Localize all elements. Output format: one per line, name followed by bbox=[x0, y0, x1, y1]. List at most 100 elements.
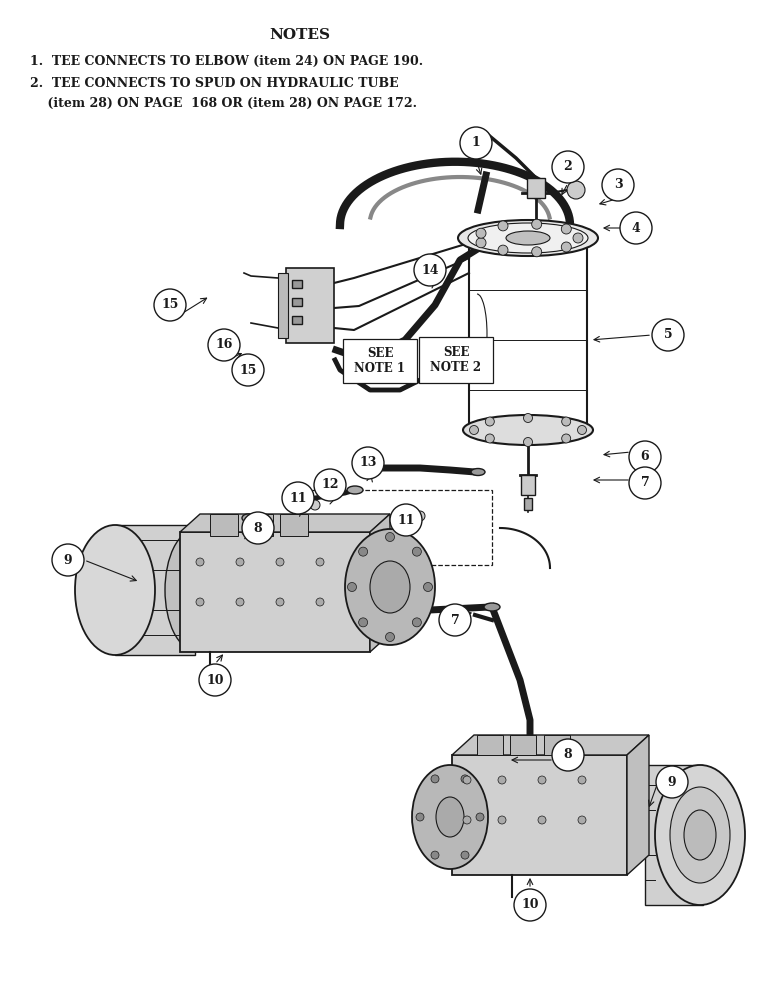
Circle shape bbox=[359, 547, 367, 556]
Circle shape bbox=[293, 495, 303, 505]
Circle shape bbox=[415, 511, 425, 521]
Circle shape bbox=[385, 633, 394, 642]
Circle shape bbox=[439, 604, 471, 636]
Circle shape bbox=[498, 245, 508, 255]
Ellipse shape bbox=[75, 525, 155, 655]
Circle shape bbox=[498, 816, 506, 824]
Circle shape bbox=[316, 598, 324, 606]
Bar bbox=[292, 316, 302, 324]
Polygon shape bbox=[370, 514, 390, 652]
Text: NOTES: NOTES bbox=[269, 28, 330, 42]
Text: 14: 14 bbox=[422, 263, 438, 276]
Text: 11: 11 bbox=[398, 514, 415, 526]
Circle shape bbox=[416, 813, 424, 821]
Bar bbox=[452, 755, 627, 875]
Ellipse shape bbox=[684, 810, 716, 860]
Bar bbox=[645, 765, 703, 905]
Circle shape bbox=[523, 414, 533, 422]
Circle shape bbox=[652, 319, 684, 351]
Circle shape bbox=[498, 221, 508, 231]
Circle shape bbox=[276, 558, 284, 566]
Circle shape bbox=[460, 127, 492, 159]
Circle shape bbox=[347, 582, 357, 591]
Text: 4: 4 bbox=[631, 222, 641, 234]
Circle shape bbox=[196, 598, 204, 606]
Circle shape bbox=[486, 434, 494, 443]
Circle shape bbox=[199, 664, 231, 696]
Circle shape bbox=[629, 467, 661, 499]
FancyBboxPatch shape bbox=[343, 339, 417, 383]
Bar bbox=[524, 498, 532, 510]
Circle shape bbox=[656, 766, 688, 798]
Polygon shape bbox=[452, 735, 649, 755]
Circle shape bbox=[469, 426, 479, 434]
Circle shape bbox=[552, 151, 584, 183]
Circle shape bbox=[538, 776, 546, 784]
Text: 16: 16 bbox=[215, 338, 232, 352]
Text: 10: 10 bbox=[206, 674, 224, 686]
FancyBboxPatch shape bbox=[419, 337, 493, 383]
Bar bbox=[245, 514, 273, 536]
Circle shape bbox=[431, 775, 439, 783]
Circle shape bbox=[578, 776, 586, 784]
Circle shape bbox=[196, 558, 204, 566]
Text: 13: 13 bbox=[359, 456, 377, 470]
Text: 7: 7 bbox=[451, 613, 459, 626]
Text: 15: 15 bbox=[161, 298, 178, 312]
Circle shape bbox=[498, 776, 506, 784]
Ellipse shape bbox=[436, 797, 464, 837]
Circle shape bbox=[52, 544, 84, 576]
Bar bbox=[210, 514, 238, 536]
Ellipse shape bbox=[506, 231, 550, 245]
Text: 6: 6 bbox=[641, 450, 649, 464]
Bar bbox=[292, 490, 492, 565]
Ellipse shape bbox=[670, 787, 730, 883]
Circle shape bbox=[577, 426, 587, 434]
Circle shape bbox=[412, 547, 422, 556]
Bar bbox=[180, 532, 370, 652]
Text: 7: 7 bbox=[641, 477, 649, 489]
Circle shape bbox=[236, 598, 244, 606]
Circle shape bbox=[532, 219, 542, 229]
Circle shape bbox=[236, 558, 244, 566]
Text: 3: 3 bbox=[614, 178, 622, 192]
Ellipse shape bbox=[484, 603, 500, 611]
Text: 8: 8 bbox=[564, 748, 572, 762]
Ellipse shape bbox=[370, 561, 410, 613]
Circle shape bbox=[486, 417, 494, 426]
Ellipse shape bbox=[412, 765, 488, 869]
Circle shape bbox=[567, 181, 585, 199]
Bar bbox=[280, 514, 308, 536]
Bar bbox=[544, 735, 570, 755]
Text: (item 28) ON PAGE  168 OR (item 28) ON PAGE 172.: (item 28) ON PAGE 168 OR (item 28) ON PA… bbox=[30, 97, 417, 110]
Circle shape bbox=[208, 329, 240, 361]
Circle shape bbox=[461, 851, 469, 859]
Text: 11: 11 bbox=[290, 491, 306, 504]
Circle shape bbox=[476, 813, 484, 821]
Circle shape bbox=[476, 228, 486, 238]
Text: 2.  TEE CONNECTS TO SPUD ON HYDRAULIC TUBE: 2. TEE CONNECTS TO SPUD ON HYDRAULIC TUB… bbox=[30, 77, 398, 90]
Circle shape bbox=[476, 238, 486, 248]
Ellipse shape bbox=[165, 530, 225, 650]
Circle shape bbox=[461, 775, 469, 783]
Circle shape bbox=[552, 739, 584, 771]
Circle shape bbox=[602, 169, 634, 201]
Circle shape bbox=[562, 434, 571, 443]
Ellipse shape bbox=[345, 529, 435, 645]
Circle shape bbox=[232, 354, 264, 386]
Circle shape bbox=[242, 512, 274, 544]
Text: 1.  TEE CONNECTS TO ELBOW (item 24) ON PAGE 190.: 1. TEE CONNECTS TO ELBOW (item 24) ON PA… bbox=[30, 55, 423, 68]
Circle shape bbox=[276, 598, 284, 606]
Circle shape bbox=[561, 224, 571, 234]
Circle shape bbox=[154, 289, 186, 321]
Text: SEE
NOTE 2: SEE NOTE 2 bbox=[431, 346, 482, 374]
Bar bbox=[292, 280, 302, 288]
Ellipse shape bbox=[242, 514, 254, 522]
Text: 9: 9 bbox=[63, 554, 73, 566]
Circle shape bbox=[412, 618, 422, 627]
Ellipse shape bbox=[347, 486, 363, 494]
Circle shape bbox=[514, 889, 546, 921]
Text: 1: 1 bbox=[472, 136, 480, 149]
Circle shape bbox=[359, 618, 367, 627]
Ellipse shape bbox=[362, 465, 374, 471]
